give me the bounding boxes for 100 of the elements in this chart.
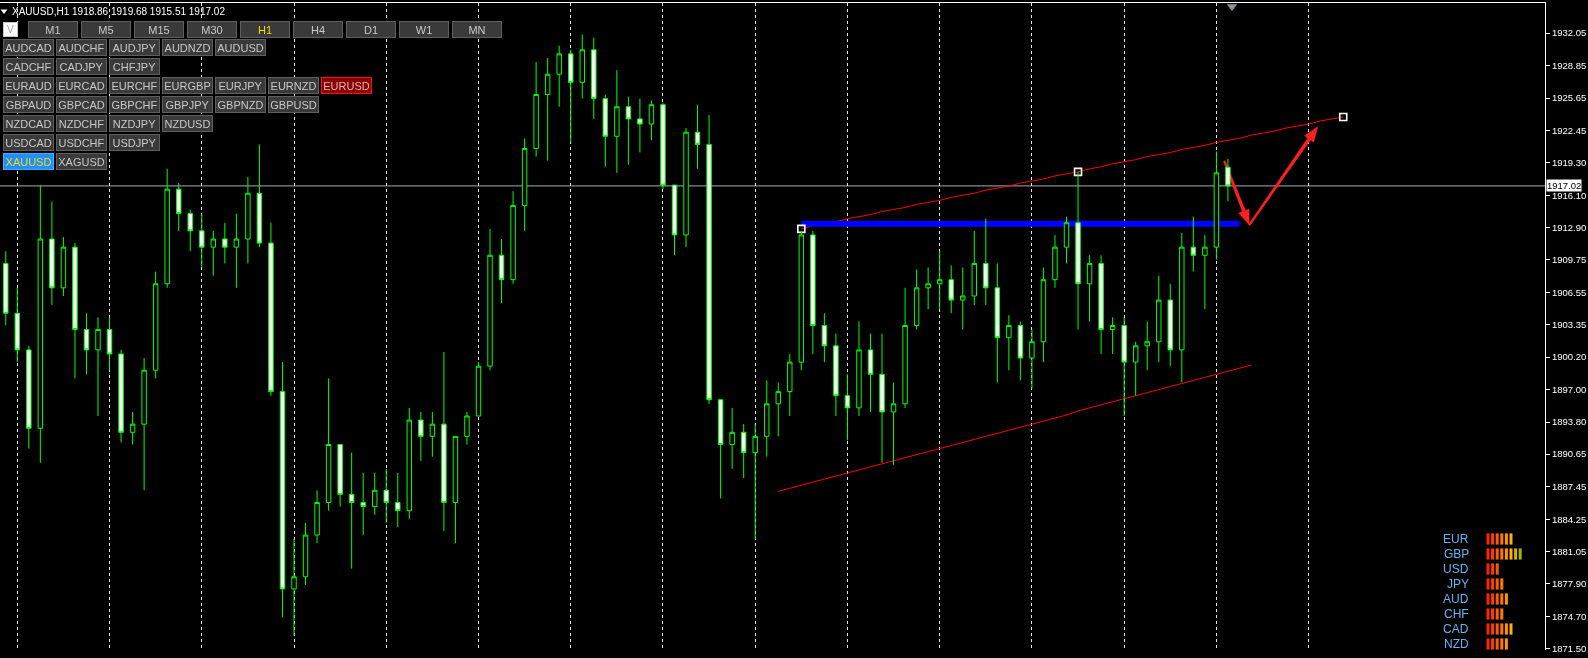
candlestick xyxy=(429,411,436,458)
candlestick xyxy=(787,353,793,417)
candlestick xyxy=(1132,341,1139,397)
candlestick xyxy=(717,399,724,499)
candlestick xyxy=(591,37,597,120)
candlestick xyxy=(660,102,666,190)
candlestick xyxy=(913,269,920,331)
candlestick xyxy=(764,379,770,458)
candlestick xyxy=(1190,216,1197,273)
candlestick xyxy=(510,190,516,285)
y-tick-label: 1922.45 xyxy=(1551,124,1587,136)
y-tick-label: 1877.90 xyxy=(1551,578,1587,590)
candlestick xyxy=(210,230,217,277)
candlestick xyxy=(245,176,251,264)
y-tick-label: 1912.90 xyxy=(1551,222,1587,234)
candlestick xyxy=(1213,151,1220,260)
candlestick xyxy=(83,312,90,375)
annotation: GBP xyxy=(1444,547,1470,561)
candlestick xyxy=(256,143,263,248)
candlestick xyxy=(694,104,701,170)
candlestick xyxy=(902,287,908,409)
candlestick xyxy=(1029,329,1035,390)
candlestick xyxy=(141,357,147,491)
y-tick-label: 1925.65 xyxy=(1551,92,1587,104)
line-series xyxy=(777,364,1252,492)
candlestick xyxy=(1006,314,1012,371)
candlestick xyxy=(164,168,170,289)
candlestick xyxy=(671,184,678,256)
candlestick xyxy=(49,200,55,306)
y-tick-label: 1884.25 xyxy=(1551,513,1587,525)
candlestick xyxy=(983,218,989,306)
annotation: M15 xyxy=(148,23,170,36)
candlestick xyxy=(1121,316,1127,417)
y-tick-label: 1928.85 xyxy=(1551,59,1587,71)
candlestick xyxy=(452,435,459,544)
y-tick-label: 1890.65 xyxy=(1551,448,1587,460)
candlestick xyxy=(291,538,297,637)
candlestick xyxy=(26,345,32,450)
candlestick xyxy=(383,468,389,524)
annotation: CHF xyxy=(1444,607,1469,621)
candlestick xyxy=(752,423,758,540)
candlestick xyxy=(1202,234,1208,310)
annotation: M1 xyxy=(45,23,61,36)
candlestick xyxy=(614,69,620,174)
annotation: EUR xyxy=(1443,532,1469,546)
candlestick xyxy=(729,407,735,470)
annotation: V xyxy=(7,24,14,35)
candlestick xyxy=(706,114,712,405)
annotation: AUD xyxy=(1443,592,1469,606)
annotation: W1 xyxy=(415,23,433,36)
candlestick xyxy=(544,57,551,162)
candlestick xyxy=(648,100,655,141)
candlestick xyxy=(810,230,816,355)
candlestick xyxy=(740,423,747,479)
annotation: H1 xyxy=(257,23,273,36)
candlestick xyxy=(37,184,44,464)
y-tick-label: 1887.45 xyxy=(1551,481,1587,493)
candlestick xyxy=(844,373,851,441)
candlestick xyxy=(625,96,632,166)
candlestick xyxy=(106,316,113,371)
candlestick xyxy=(821,312,828,363)
candlestick xyxy=(406,407,413,520)
candlestick xyxy=(152,271,159,379)
candlestick xyxy=(856,320,862,417)
candlestick xyxy=(360,472,366,536)
candlestick xyxy=(1156,275,1162,363)
y-tick-label: 1903.35 xyxy=(1551,319,1587,331)
candlestick xyxy=(890,381,897,466)
candlestick xyxy=(1086,254,1093,322)
candlestick xyxy=(395,472,401,528)
candlestick xyxy=(222,222,228,264)
annotation: M5 xyxy=(98,23,114,36)
annotation: CAD xyxy=(1443,622,1469,636)
candlestick xyxy=(556,45,562,108)
candlestick xyxy=(475,361,482,417)
candlestick xyxy=(199,213,205,268)
candlestick xyxy=(325,377,332,512)
candlestick xyxy=(60,236,67,297)
candlestick xyxy=(1052,234,1058,289)
candlestick xyxy=(637,98,643,154)
annotation: D1 xyxy=(363,23,379,36)
candlestick xyxy=(348,452,355,570)
y-tick-label: 1900.20 xyxy=(1551,351,1587,363)
candlestick xyxy=(337,444,343,508)
candlestick xyxy=(1225,158,1231,202)
candlestick xyxy=(95,316,101,417)
candlestick xyxy=(867,333,874,413)
candlestick xyxy=(314,489,320,544)
candlestick xyxy=(418,411,424,462)
candlestick xyxy=(498,238,505,304)
candlestick xyxy=(1017,320,1024,381)
candlestick xyxy=(1098,254,1104,355)
candlestick xyxy=(175,182,182,232)
candlestick xyxy=(441,351,447,532)
chart-title: XAUUSD,H1 1918.86 1919.68 1915.51 1917.02 xyxy=(12,6,226,17)
candlestick xyxy=(268,222,274,397)
candlestick xyxy=(279,361,286,618)
annotation: H4 xyxy=(310,23,326,36)
y-tick-label: 1897.00 xyxy=(1551,383,1587,395)
candlestick xyxy=(118,349,124,443)
